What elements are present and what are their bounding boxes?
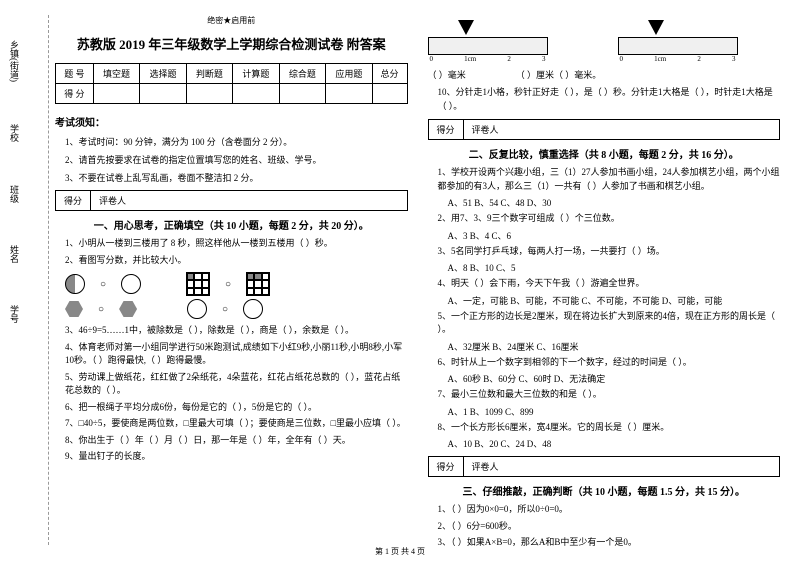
eval-box: 得分评卷人: [55, 190, 408, 211]
s2q8o: A、10 B、20 C、24 D、48: [448, 437, 781, 450]
q4: 4、体育老师对第一小组同学进行50米跑测试,成绩如下小红9秒,小丽11秒,小明8…: [65, 341, 408, 368]
s2q4: 4、明天（ ）会下雨，今天下午我（ ）游遍全世界。: [438, 277, 781, 291]
q10: 10、分针走1小格，秒针正好走（ ），是（ ）秒。分针走1大格是（ ），时针走1…: [438, 86, 781, 113]
notice-item: 3、不要在试卷上乱写乱画，卷面不整洁扣 2 分。: [65, 171, 408, 184]
q8: 8、你出生于（ ）年（ ）月（ ）日，那一年是（ ）年，全年有（ ）天。: [65, 434, 408, 448]
section3-title: 三、仔细推敲，正确判断（共 10 小题，每题 1.5 分，共 15 分）。: [428, 483, 781, 498]
side-label: 班级: [8, 185, 21, 203]
eval-box: 得分评卷人: [428, 456, 781, 477]
s2q2o: A、3 B、4 C、6: [448, 229, 781, 242]
section1-title: 一、用心思考，正确填空（共 10 小题，每题 2 分，共 20 分）。: [55, 217, 408, 232]
q6: 6、把一根绳子平均分成6份，每份是它的（ ），5份是它的（ ）。: [65, 401, 408, 415]
s3q1: 1、（ ）因为0×0=0，所以0÷0=0。: [438, 503, 781, 517]
s2q4o: A、一定，可能 B、可能，不可能 C、不可能，不可能 D、可能，可能: [448, 294, 781, 307]
s3q2: 2、（ ）6分=600秒。: [438, 520, 781, 534]
s2q8: 8、一个长方形长6厘米，宽4厘米。它的周长是（ ）厘米。: [438, 421, 781, 435]
q3: 3、46÷9=5……1中，被除数是（ ），除数是（ ），商是（ ），余数是（ ）…: [65, 324, 408, 338]
q2: 2、看图写分数，并比较大小。: [65, 254, 408, 268]
s2q5: 5、一个正方形的边长是2厘米，现在将边长扩大到原来的4倍，现在正方形的周长是（ …: [438, 310, 781, 337]
q9: 9、量出钉子的长度。: [65, 450, 408, 464]
q7: 7、□40÷5，要使商是两位数，□里最大可填（ ）；要使商是三位数，□里最小应填…: [65, 417, 408, 431]
notice-item: 2、请首先按要求在试卷的指定位置填写您的姓名、班级、学号。: [65, 153, 408, 166]
s2q3: 3、5名同学打乒乓球，每两人打一场，一共要打（ ）场。: [438, 245, 781, 259]
q5: 5、劳动课上做纸花，红红做了2朵纸花，4朵蓝花，红花占纸花总数的（ ），蓝花占纸…: [65, 371, 408, 398]
notice-title: 考试须知：: [55, 114, 408, 129]
eval-box: 得分评卷人: [428, 119, 781, 140]
side-label: 乡镇(街道): [8, 40, 21, 82]
ruler-diagram: 01cm23 01cm23 （ ）毫米 （ ）厘米（ ）毫米。: [428, 20, 781, 81]
notice-item: 1、考试时间：90 分钟，满分为 100 分（含卷面分 2 分）。: [65, 135, 408, 148]
ruler-blank-b: （ ）厘米（ ）毫米。: [516, 68, 602, 81]
exam-title: 苏教版 2019 年三年级数学上学期综合检测试卷 附答案: [55, 34, 408, 53]
s2q5o: A、32厘米 B、24厘米 C、16厘米: [448, 340, 781, 353]
s2q6o: A、60秒 B、60分 C、60时 D、无法确定: [448, 372, 781, 385]
side-label: 姓名: [8, 245, 21, 263]
s2q1: 1、学校开设两个兴趣小组，三（1）27人参加书画小组，24人参加棋艺小组，两个小…: [438, 166, 781, 193]
ruler-blank-a: （ ）毫米: [428, 68, 466, 81]
s2q3o: A、8 B、10 C、5: [448, 261, 781, 274]
section2-title: 二、反复比较，慎重选择（共 8 小题，每题 2 分，共 16 分）。: [428, 146, 781, 161]
q1: 1、小明从一楼到三楼用了 8 秒，照这样他从一楼到五楼用（ ）秒。: [65, 237, 408, 251]
s2q7o: A、1 B、1099 C、899: [448, 405, 781, 418]
s2q7: 7、最小三位数和最大三位数的和是（ ）。: [438, 388, 781, 402]
s2q1o: A、51 B、54 C、48 D、30: [448, 196, 781, 209]
confidential-label: 绝密★启用前: [55, 15, 408, 26]
score-table: 题 号填空题选择题判断题计算题综合题应用题总分 得 分: [55, 63, 408, 104]
s2q2: 2、用7、3、9三个数字可组成（ ）个三位数。: [438, 212, 781, 226]
side-label: 学号: [8, 305, 21, 323]
side-label: 学校: [8, 124, 21, 142]
page-footer: 第 1 页 共 4 页: [0, 546, 800, 557]
fold-line: [48, 15, 49, 545]
s2q6: 6、时针从上一个数字到相邻的下一个数字，经过的时间是（ ）。: [438, 356, 781, 370]
fraction-shapes: ○ ○ ○ ○: [65, 272, 398, 319]
